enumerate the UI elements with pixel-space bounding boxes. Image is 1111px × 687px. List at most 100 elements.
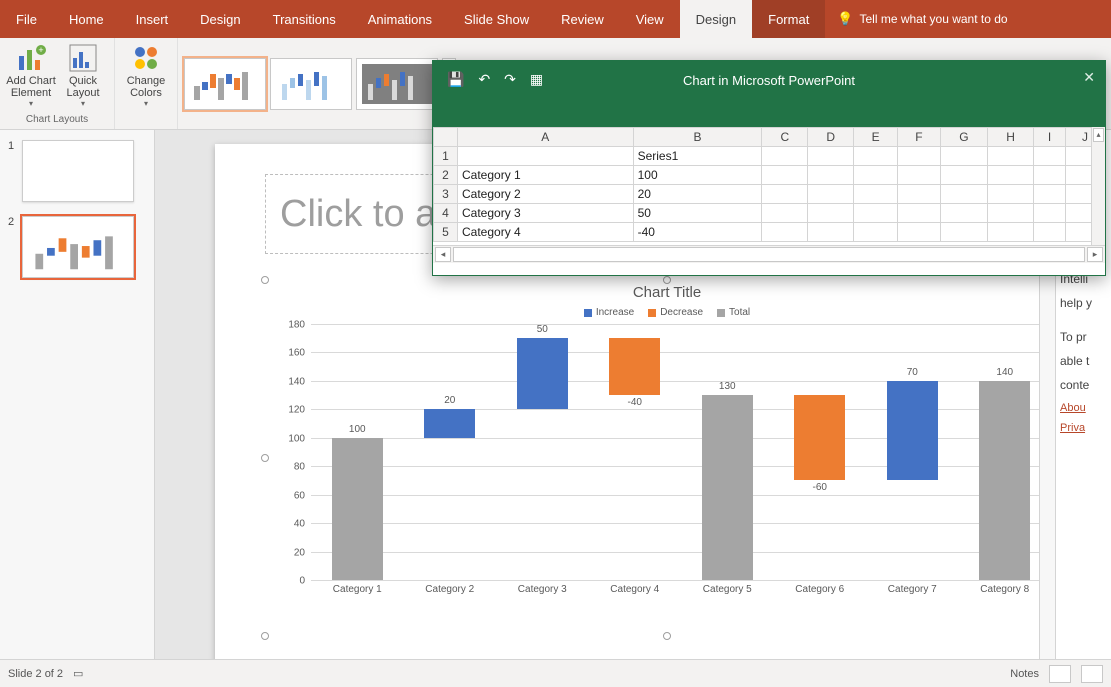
legend-item[interactable]: Total (717, 307, 750, 318)
row-header[interactable]: 4 (434, 204, 458, 223)
ribbon-tab-home[interactable]: Home (53, 0, 120, 38)
cell[interactable] (898, 185, 940, 204)
privacy-link[interactable]: Priva (1060, 422, 1107, 434)
cell[interactable] (1034, 185, 1066, 204)
cell[interactable] (458, 147, 634, 166)
column-header[interactable]: G (940, 128, 988, 147)
cell[interactable] (1034, 166, 1066, 185)
cell[interactable] (940, 204, 988, 223)
chart-bar[interactable] (609, 338, 660, 395)
column-header[interactable]: D (808, 128, 854, 147)
cell[interactable] (988, 223, 1034, 242)
scroll-track[interactable] (453, 247, 1085, 262)
chart-data-window[interactable]: 💾 ↶ ↷ ▦ Chart in Microsoft PowerPoint ✕ … (432, 60, 1106, 276)
notes-button[interactable]: Notes (1010, 668, 1039, 680)
cell[interactable] (762, 204, 808, 223)
ribbon-tab-transitions[interactable]: Transitions (257, 0, 352, 38)
cell[interactable] (988, 147, 1034, 166)
chart-bar[interactable] (794, 395, 845, 480)
ribbon-tab-format[interactable]: Format (752, 0, 825, 38)
cell[interactable] (808, 204, 854, 223)
slide-thumbnail[interactable] (22, 216, 134, 278)
column-header[interactable]: I (1034, 128, 1066, 147)
selection-handle[interactable] (261, 276, 269, 284)
cell[interactable] (854, 185, 898, 204)
ribbon-tab-design[interactable]: Design (680, 0, 752, 38)
cell[interactable] (808, 166, 854, 185)
cell[interactable] (762, 223, 808, 242)
row-header[interactable]: 1 (434, 147, 458, 166)
ribbon-tab-review[interactable]: Review (545, 0, 620, 38)
close-icon[interactable]: ✕ (1083, 69, 1095, 86)
legend-item[interactable]: Decrease (648, 307, 703, 318)
chart-bar[interactable] (979, 381, 1030, 580)
ribbon-tab-slide-show[interactable]: Slide Show (448, 0, 545, 38)
selection-handle[interactable] (663, 632, 671, 640)
cell[interactable] (854, 147, 898, 166)
selection-handle[interactable] (261, 632, 269, 640)
chart-plot-area[interactable]: 0204060801001201401601801002050-40130-60… (311, 324, 1051, 580)
select-all-cell[interactable] (434, 128, 458, 147)
ribbon-tab-design[interactable]: Design (184, 0, 256, 38)
cell[interactable] (762, 147, 808, 166)
cell[interactable]: Category 4 (458, 223, 634, 242)
cell[interactable]: 20 (633, 185, 762, 204)
chart-style-thumb[interactable] (356, 58, 438, 110)
cell[interactable] (854, 204, 898, 223)
row-header[interactable]: 3 (434, 185, 458, 204)
selection-handle[interactable] (663, 276, 671, 284)
column-header[interactable]: E (854, 128, 898, 147)
cell[interactable] (808, 185, 854, 204)
cell[interactable] (988, 166, 1034, 185)
cell[interactable] (940, 147, 988, 166)
about-link[interactable]: Abou (1060, 402, 1107, 414)
spellcheck-icon[interactable]: ▭ (73, 667, 83, 680)
chart-data-grid[interactable]: ABCDEFGHIJ1Series12Category 11003Categor… (433, 127, 1105, 245)
cell[interactable] (940, 223, 988, 242)
chart-bar[interactable] (332, 438, 383, 580)
change-colors-button[interactable]: Change Colors ▾ (121, 42, 171, 109)
column-header[interactable]: H (988, 128, 1034, 147)
cell[interactable] (898, 147, 940, 166)
cell[interactable] (940, 185, 988, 204)
quick-layout-button[interactable]: Quick Layout ▾ (58, 42, 108, 109)
tell-me-search[interactable]: 💡Tell me what you want to do (825, 0, 1019, 38)
cell[interactable] (988, 185, 1034, 204)
ribbon-tab-insert[interactable]: Insert (120, 0, 185, 38)
cell[interactable] (1034, 147, 1066, 166)
selection-handle[interactable] (261, 454, 269, 462)
chart-style-thumb[interactable] (270, 58, 352, 110)
cell[interactable]: Category 2 (458, 185, 634, 204)
cell[interactable]: 100 (633, 166, 762, 185)
cell[interactable] (854, 223, 898, 242)
ribbon-tab-animations[interactable]: Animations (352, 0, 448, 38)
legend-item[interactable]: Increase (584, 307, 634, 318)
column-header[interactable]: A (458, 128, 634, 147)
chart-bar[interactable] (424, 409, 475, 437)
sheet-vertical-scrollbar[interactable]: ▴ (1091, 127, 1105, 257)
ribbon-tab-view[interactable]: View (620, 0, 680, 38)
cell[interactable] (762, 185, 808, 204)
column-header[interactable]: B (633, 128, 762, 147)
cell[interactable]: Category 1 (458, 166, 634, 185)
chart-data-titlebar[interactable]: 💾 ↶ ↷ ▦ Chart in Microsoft PowerPoint ✕ (433, 61, 1105, 127)
normal-view-button[interactable] (1049, 665, 1071, 683)
cell[interactable] (762, 166, 808, 185)
scroll-left-icon[interactable]: ◂ (435, 247, 451, 262)
cell[interactable] (808, 147, 854, 166)
add-chart-element-button[interactable]: + Add Chart Element ▾ (6, 42, 56, 109)
chart-style-thumb[interactable] (184, 58, 266, 110)
cell[interactable] (898, 204, 940, 223)
scroll-right-icon[interactable]: ▸ (1087, 247, 1103, 262)
cell[interactable]: 50 (633, 204, 762, 223)
row-header[interactable]: 2 (434, 166, 458, 185)
chart-legend[interactable]: Increase Decrease Total (265, 307, 1055, 318)
slide-thumbnail[interactable] (22, 140, 134, 202)
cell[interactable]: Category 3 (458, 204, 634, 223)
chart-bar[interactable] (517, 338, 568, 409)
cell[interactable] (940, 166, 988, 185)
row-header[interactable]: 5 (434, 223, 458, 242)
column-header[interactable]: C (762, 128, 808, 147)
cell[interactable] (854, 166, 898, 185)
cell[interactable] (898, 223, 940, 242)
